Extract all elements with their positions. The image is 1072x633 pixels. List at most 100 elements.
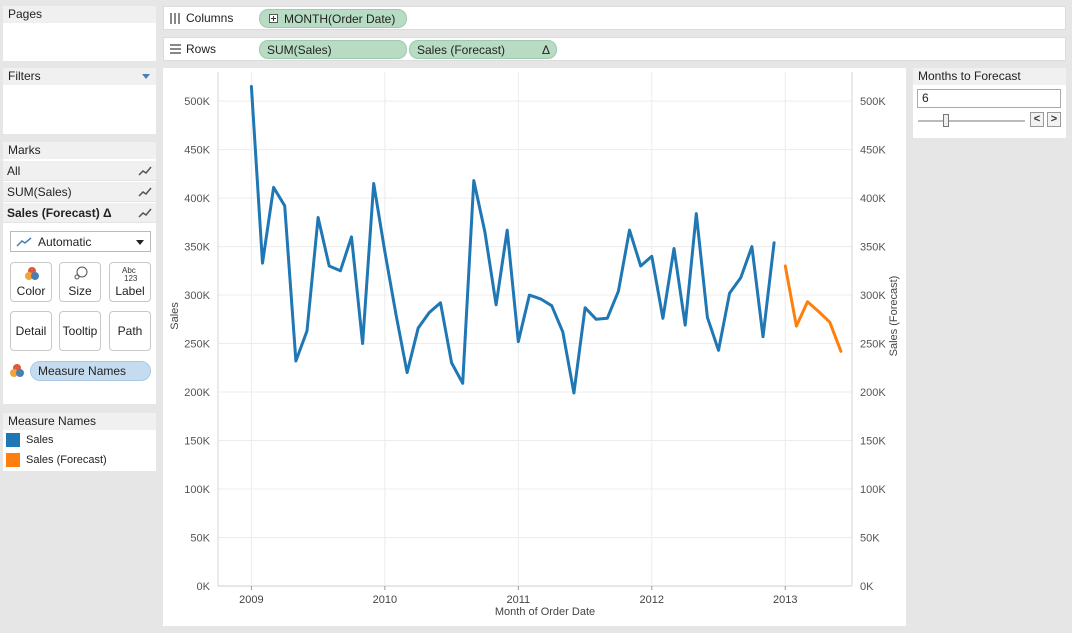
measure-names-pill[interactable]: Measure Names	[30, 361, 151, 381]
x-tick-label: 2013	[773, 594, 797, 606]
slider-track	[918, 120, 1025, 122]
columns-label: Columns	[186, 11, 233, 25]
y-tick-label: 250K	[184, 339, 210, 351]
label-label: Label	[110, 284, 150, 298]
parameter-value-input[interactable]: 6	[917, 89, 1061, 108]
color-icon	[24, 266, 40, 282]
parameter-title: Months to Forecast	[913, 68, 1066, 85]
line-mark-icon	[138, 165, 152, 177]
parameter-next-button[interactable]: >	[1047, 112, 1061, 127]
y-tick-label-right: 450K	[860, 145, 886, 157]
series-line-sales	[251, 87, 774, 394]
legend-swatch	[6, 433, 20, 447]
path-label: Path	[110, 324, 150, 338]
x-tick-label: 2012	[640, 594, 664, 606]
y-tick-label-right: 150K	[860, 436, 886, 448]
size-label: Size	[60, 284, 100, 298]
y-tick-label: 100K	[184, 484, 210, 496]
legend-card: Measure Names Sales Sales (Forecast)	[3, 413, 156, 471]
legend-title: Measure Names	[3, 413, 156, 430]
y-tick-label: 200K	[184, 387, 210, 399]
y-tick-label-right: 400K	[860, 193, 886, 205]
color-icon	[9, 363, 25, 379]
color-button[interactable]: Color	[10, 262, 52, 302]
legend-label: Sales (Forecast)	[26, 454, 107, 466]
y-tick-label-right: 350K	[860, 242, 886, 254]
parameter-card: Months to Forecast 6 < >	[913, 68, 1066, 138]
legend-label: Sales	[26, 434, 54, 446]
y-tick-label: 300K	[184, 290, 210, 302]
pages-title: Pages	[3, 6, 156, 23]
rows-shelf[interactable]: Rows SUM(Sales) Sales (Forecast) Δ	[163, 37, 1066, 61]
y-tick-label-right: 500K	[860, 96, 886, 108]
marks-row-label: All	[7, 164, 20, 178]
marks-row-sum-sales[interactable]: SUM(Sales)	[3, 182, 156, 202]
y-tick-label-right: 250K	[860, 339, 886, 351]
y-tick-label: 400K	[184, 193, 210, 205]
size-button[interactable]: Size	[59, 262, 101, 302]
columns-pill-label: MONTH(Order Date)	[284, 12, 395, 26]
columns-shelf[interactable]: Columns MONTH(Order Date)	[163, 6, 1066, 30]
marks-row-all[interactable]: All	[3, 161, 156, 181]
y-tick-label: 150K	[184, 436, 210, 448]
line-mark-icon	[16, 236, 32, 248]
y-tick-label-right: 0K	[860, 581, 874, 593]
chevron-down-icon	[136, 240, 144, 245]
y-tick-label-right: 100K	[860, 484, 886, 496]
parameter-slider[interactable]	[918, 114, 1025, 128]
expand-icon[interactable]	[269, 14, 278, 23]
size-icon	[73, 266, 89, 282]
detail-label: Detail	[11, 324, 51, 338]
pages-card: Pages	[3, 6, 156, 61]
x-tick-label: 2009	[239, 594, 263, 606]
line-mark-icon	[138, 186, 152, 198]
mark-type-dropdown[interactable]: Automatic	[10, 231, 151, 252]
slider-thumb[interactable]	[943, 114, 949, 127]
label-button[interactable]: Abc 123 Label	[109, 262, 151, 302]
y-tick-label-right: 200K	[860, 387, 886, 399]
color-label: Color	[11, 284, 51, 298]
detail-button[interactable]: Detail	[10, 311, 52, 351]
y-tick-label: 350K	[184, 242, 210, 254]
marks-row-sales-forecast[interactable]: Sales (Forecast) Δ	[3, 203, 156, 223]
line-chart: 0K 0K 50K 50K 100K 100K 150K 150K 200K 200K 250K 25…	[163, 68, 906, 626]
filters-card: Filters	[3, 68, 156, 134]
parameter-prev-button[interactable]: <	[1030, 112, 1044, 127]
y-tick-label-right: 300K	[860, 290, 886, 302]
y-tick-label: 500K	[184, 96, 210, 108]
y-tick-label: 450K	[184, 145, 210, 157]
x-axis-title: Month of Order Date	[495, 606, 595, 618]
marks-title: Marks	[3, 142, 156, 159]
y-axis-title: Sales	[169, 302, 181, 330]
filters-title: Filters	[3, 68, 156, 85]
marks-card: Marks All SUM(Sales) Sales (Forecast) Δ …	[3, 142, 156, 404]
rows-pill-label: Sales (Forecast)	[417, 43, 505, 57]
columns-icon	[170, 13, 181, 24]
tooltip-button[interactable]: Tooltip	[59, 311, 101, 351]
series-line-sales-forecast	[785, 266, 841, 351]
y-tick-label: 50K	[190, 533, 210, 545]
x-tick-label: 2010	[373, 594, 397, 606]
marks-row-label: SUM(Sales)	[7, 185, 72, 199]
legend-item-sales[interactable]: Sales	[6, 432, 54, 448]
line-mark-icon	[138, 207, 152, 219]
rows-label: Rows	[186, 42, 216, 56]
columns-pill[interactable]: MONTH(Order Date)	[259, 9, 407, 28]
svg-text:123: 123	[124, 274, 138, 283]
mark-type-value: Automatic	[38, 235, 91, 249]
rows-pill-sales-forecast[interactable]: Sales (Forecast) Δ	[409, 40, 557, 59]
filters-dropdown-icon[interactable]	[142, 74, 150, 79]
x-tick-label: 2011	[506, 594, 530, 606]
tooltip-label: Tooltip	[60, 324, 100, 338]
delta-icon: Δ	[542, 41, 550, 59]
path-button[interactable]: Path	[109, 311, 151, 351]
legend-item-sales-forecast[interactable]: Sales (Forecast)	[6, 452, 107, 468]
rows-icon	[170, 44, 181, 55]
legend-swatch	[6, 453, 20, 467]
rows-pill-sum-sales[interactable]: SUM(Sales)	[259, 40, 407, 59]
y-tick-label: 0K	[197, 581, 211, 593]
y-tick-label-right: 50K	[860, 533, 880, 545]
chart-area: 0K 0K 50K 50K 100K 100K 150K 150K 200K 200K 250K 25…	[163, 68, 906, 626]
marks-row-label: Sales (Forecast) Δ	[7, 206, 112, 220]
